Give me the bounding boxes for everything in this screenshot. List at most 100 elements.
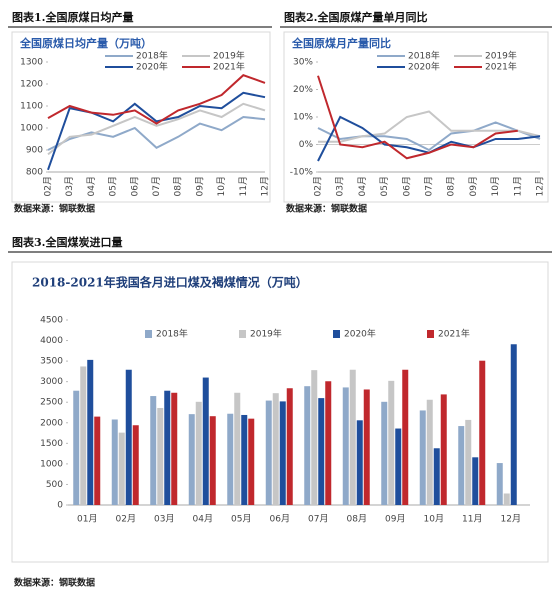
bar [356, 420, 363, 505]
x-tick-label: 10月 [490, 176, 501, 196]
x-tick-label: 03月 [154, 514, 174, 525]
y-tick-label: 900 [26, 146, 43, 156]
chart-title: 全国原煤月产量同比 [291, 36, 391, 50]
legend-label: 2018年 [136, 50, 168, 62]
source: 数据来源：钢联数据 [14, 577, 95, 589]
bar [111, 419, 118, 505]
bar [265, 400, 272, 505]
bar [381, 401, 388, 505]
line [47, 102, 266, 156]
bar [272, 393, 279, 505]
x-tick-label: 12月 [535, 176, 546, 196]
x-tick-label: 08月 [347, 514, 367, 525]
bar [440, 394, 447, 505]
x-tick-label: 10月 [424, 514, 444, 525]
y-tick-label: 1000 [20, 124, 43, 134]
bar [94, 416, 101, 505]
bar [503, 493, 510, 505]
bar [248, 418, 255, 505]
legend-label: 2021年 [485, 61, 517, 73]
x-tick-label: 08月 [173, 176, 184, 196]
y-tick-label: 500 [46, 480, 63, 490]
legend-label: 2021年 [213, 61, 245, 73]
bar [202, 377, 209, 505]
y-tick-label: 1000 [40, 459, 63, 469]
bar [304, 386, 311, 505]
legend-swatch [427, 330, 434, 338]
panel [11, 261, 549, 563]
bar [132, 425, 139, 505]
bar [388, 380, 395, 505]
panel [11, 31, 271, 203]
y-tick-label: 20% [293, 85, 313, 95]
y-tick-label: -10% [290, 168, 314, 178]
legend-label: 2020年 [344, 328, 376, 340]
bar [363, 389, 370, 505]
x-tick-label: 06月 [270, 514, 290, 525]
chart-title: 2018-2021年我国各月进口煤及褐煤情况（万吨） [32, 275, 308, 290]
bar [150, 396, 157, 505]
caption: 图表2.全国原煤产量单月同比 [284, 10, 427, 24]
line [318, 110, 541, 143]
legend-swatch [239, 330, 246, 338]
bar [419, 410, 426, 505]
line [317, 75, 518, 160]
bar [402, 369, 409, 505]
y-tick-label: 4500 [40, 316, 63, 326]
x-tick-label: 07月 [151, 176, 162, 196]
bar [227, 413, 234, 505]
bar [234, 392, 241, 505]
x-tick-label: 04月 [357, 176, 368, 196]
caption: 图表1.全国原煤日均产量 [12, 10, 133, 24]
y-tick-label: 30% [293, 58, 313, 68]
x-tick-label: 05月 [379, 176, 390, 196]
bar [472, 457, 479, 505]
y-tick-label: 10% [293, 113, 313, 123]
x-tick-label: 11月 [462, 514, 482, 525]
legend-label: 2019年 [213, 50, 245, 62]
x-tick-label: 10月 [216, 176, 227, 196]
y-tick-label: 4000 [40, 336, 63, 346]
x-tick-label: 06月 [129, 176, 140, 196]
bar [73, 390, 80, 505]
caption: 图表3.全国煤炭进口量 [12, 235, 122, 249]
y-tick-label: 2000 [40, 418, 63, 428]
x-tick-label: 05月 [231, 514, 251, 525]
x-tick-label: 03月 [64, 176, 75, 196]
bar [171, 392, 178, 505]
x-tick-label: 09月 [468, 176, 479, 196]
chart-title: 全国原煤日均产量（万吨） [19, 36, 152, 50]
y-tick-label: 800 [26, 168, 43, 178]
legend-label: 2018年 [408, 50, 440, 62]
x-tick-label: 09月 [385, 514, 405, 525]
legend-label: 2018年 [156, 328, 188, 340]
bar [87, 359, 94, 505]
x-tick-label: 09月 [194, 176, 205, 196]
panel [283, 31, 549, 203]
line [47, 91, 266, 171]
x-tick-label: 07月 [424, 176, 435, 196]
bar [496, 463, 503, 505]
bar [80, 366, 87, 505]
bar [349, 369, 356, 505]
y-tick-label: 3500 [40, 357, 63, 367]
bar [286, 388, 293, 505]
x-tick-label: 08月 [446, 176, 457, 196]
x-tick-label: 03月 [335, 176, 346, 196]
bar [479, 360, 486, 505]
bar [279, 401, 286, 505]
bar [188, 414, 195, 505]
x-tick-label: 12月 [501, 514, 521, 525]
x-tick-label: 02月 [116, 514, 136, 525]
bar [395, 428, 402, 505]
legend-label: 2021年 [438, 328, 470, 340]
legend-swatch [333, 330, 340, 338]
bar [426, 399, 433, 505]
x-tick-label: 11月 [512, 176, 523, 196]
bar [164, 390, 171, 505]
bar [209, 416, 216, 505]
source: 数据来源：钢联数据 [286, 203, 367, 215]
y-tick-label: 1200 [20, 80, 43, 90]
bar [433, 448, 440, 505]
